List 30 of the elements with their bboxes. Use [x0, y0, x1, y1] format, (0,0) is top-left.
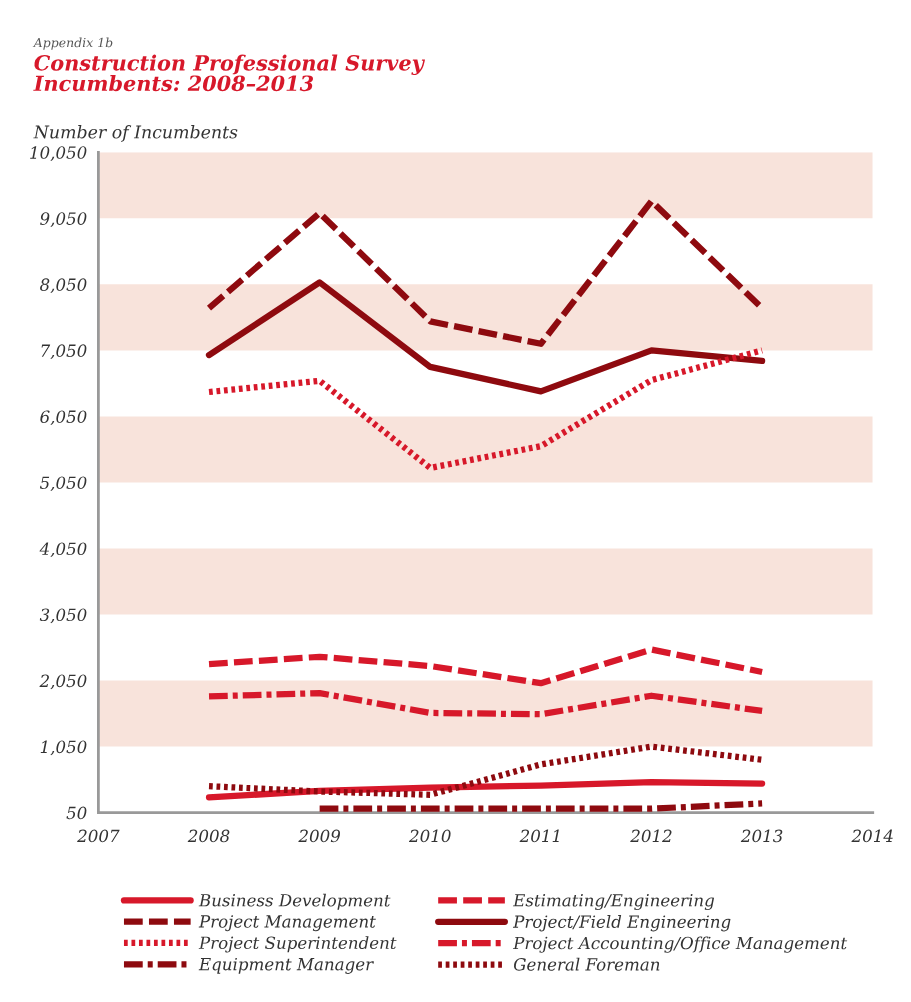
y-axis-title: Number of Incumbents — [33, 125, 238, 142]
legend-label: Equipment Manager — [198, 957, 374, 974]
legend-label: Project Management — [198, 915, 376, 932]
y-tick-label: 9,050 — [40, 212, 87, 227]
x-tick-label: 2014 — [851, 829, 893, 843]
x-tick-label: 2011 — [519, 829, 559, 843]
chart-title: Construction Professional Survey Incumbents: 2008–2013 — [33, 54, 425, 92]
legend-label: Estimating/Engineering — [512, 894, 715, 911]
x-tick-label: 2008 — [187, 829, 230, 843]
x-tick-label: 2007 — [77, 829, 120, 843]
y-tick-label: 2,050 — [39, 674, 87, 690]
legend-label: Project Accounting/Office Management — [512, 936, 848, 953]
y-tick-label: 7,050 — [41, 344, 87, 359]
y-tick-label: 50 — [66, 806, 87, 820]
x-tick-label: 2012 — [630, 829, 672, 843]
x-tick-label: 2010 — [408, 829, 451, 843]
y-tick-label: 4,050 — [39, 542, 87, 558]
x-tick-label: 2009 — [298, 829, 341, 843]
legend-label: Project/Field Engineering — [512, 915, 731, 932]
legend-label: Project Superintendent — [198, 936, 397, 953]
legend-label: General Foreman — [513, 957, 660, 971]
x-tick-label: 2013 — [740, 829, 783, 843]
y-tick-label: 1,050 — [40, 740, 87, 756]
y-tick-label: 8,050 — [40, 278, 87, 293]
y-tick-label: 3,050 — [39, 608, 87, 624]
y-tick-label: 5,050 — [39, 476, 87, 492]
y-tick-label: 10,050 — [30, 146, 87, 161]
y-tick-label: 6,050 — [40, 410, 87, 426]
chart-subtitle: Appendix 1b — [32, 37, 113, 50]
legend-label: Business Development — [198, 893, 391, 910]
